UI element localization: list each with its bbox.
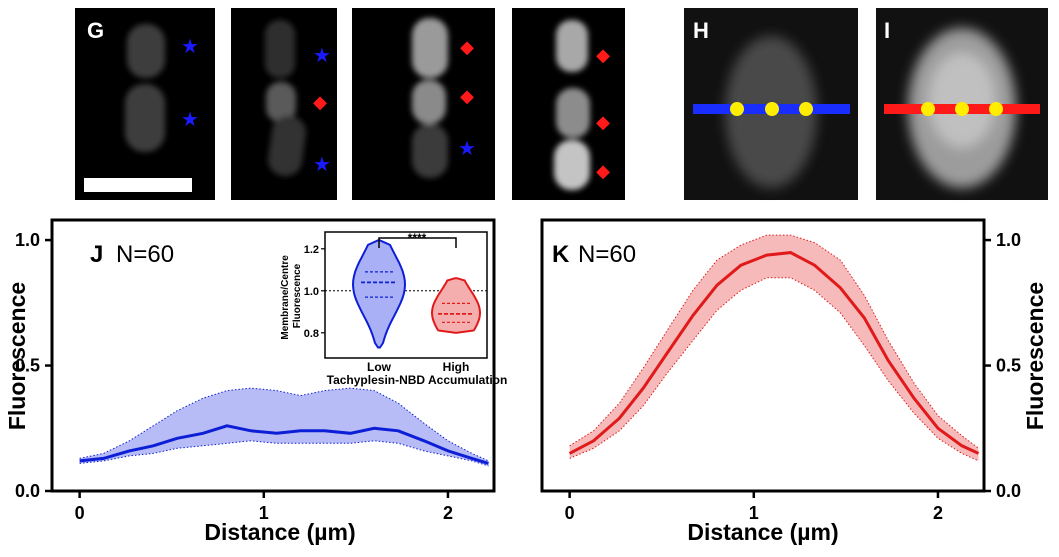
violin-xlabel: Tachyplesin-NBD Accumulation (327, 373, 508, 387)
chart-j-ticks: 0 1 2 0.0 0.5 1.0 (15, 230, 453, 523)
x-tick-label: 2 (933, 503, 943, 523)
diamond-marker: ◆ (596, 112, 610, 132)
micrograph-h: H (684, 8, 858, 200)
chart-k-xlabel: Distance (µm) (687, 519, 838, 545)
x-tick-label: 0 (75, 503, 85, 523)
sd-band (569, 235, 979, 461)
y-tick-label: 1.0 (996, 230, 1021, 250)
sd-upper-edge (569, 234, 979, 449)
chart-j-marks (79, 387, 489, 467)
chart-k-marks (568, 234, 980, 462)
profile-point (730, 102, 744, 116)
chart-j-xlabel: Distance (µm) (204, 519, 355, 545)
violin-frame (324, 231, 488, 359)
violin-ylabel-line2: Fluorescence (292, 263, 303, 328)
star-marker: ★ (458, 138, 476, 160)
mean-line (568, 251, 980, 455)
y-tick-label: 0.5 (15, 356, 40, 376)
diamond-marker: ◆ (596, 45, 610, 65)
profile-point (955, 102, 969, 116)
diamond-marker: ◆ (460, 37, 474, 57)
violin-category-low: Low (367, 360, 392, 374)
diamond-marker: ◆ (596, 161, 610, 181)
violin-inset: 0.8 1.0 1.2 **** Membrane/Centre Fluoresce… (280, 231, 507, 387)
profile-point (989, 102, 1003, 116)
star-marker: ★ (181, 109, 199, 131)
violin-category-high: High (443, 360, 470, 374)
panel-label-j: J (90, 241, 103, 268)
violin-y-tick-label: 0.8 (304, 328, 319, 340)
y-tick-label: 0.5 (996, 356, 1021, 376)
chart-j-annotation: N=60 (116, 241, 174, 268)
violin-ylabel-line1: Membrane/Centre (280, 255, 291, 340)
micrograph-3: ◆ ◆ ★ (352, 8, 495, 200)
micrograph-g: G ★ ★ (75, 8, 215, 200)
panel-label-i: I (884, 18, 890, 43)
x-tick-label: 0 (565, 503, 575, 523)
chart-j: 0 1 2 0.0 0.5 1.0 J N=60 Distance (µm) Fluore… (4, 218, 507, 545)
sd-band (79, 388, 489, 466)
diamond-marker: ◆ (313, 92, 327, 112)
significance-label: **** (408, 231, 427, 245)
y-tick-label: 1.0 (15, 230, 40, 250)
y-tick-label: 0.0 (15, 481, 40, 501)
micrograph-i: I (876, 8, 1048, 200)
chart-k: 0 1 2 0.0 0.5 1.0 K N=60 Distance (µm) Fluore… (540, 218, 1048, 545)
violin-high (430, 277, 482, 334)
panel-label-g: G (87, 18, 104, 43)
star-marker: ★ (181, 36, 199, 58)
star-marker: ★ (313, 154, 331, 176)
violin-low (351, 239, 407, 349)
violin-y-tick-label: 1.2 (304, 244, 319, 256)
chart-k-annotation: N=60 (578, 241, 636, 268)
sd-lower-edge (79, 440, 489, 467)
violin-y-tick-label: 1.0 (304, 286, 319, 298)
chart-j-frame (50, 218, 496, 493)
micrograph-2: ★ ◆ ★ (231, 8, 337, 200)
y-tick-label: 0.0 (996, 481, 1021, 501)
scale-bar (84, 178, 192, 192)
chart-k-ticks: 0 1 2 0.0 0.5 1.0 (565, 230, 1021, 523)
mean-line (79, 424, 489, 465)
violin-ticks: 0.8 1.0 1.2 (304, 244, 325, 340)
panel-label-h: H (693, 18, 709, 43)
star-marker: ★ (313, 45, 331, 67)
svg-text:Membrane/Centre Fluore: Membrane/Centre Fluorescence (280, 252, 303, 339)
x-tick-label: 1 (749, 503, 759, 523)
diamond-marker: ◆ (460, 86, 474, 106)
profile-point (799, 102, 813, 116)
x-tick-label: 1 (259, 503, 269, 523)
profile-point (921, 102, 935, 116)
chart-j-ylabel: Fluorescence (4, 282, 30, 430)
violin-marks (325, 239, 487, 349)
panel-label-k: K (552, 241, 570, 268)
chart-k-frame (540, 218, 986, 493)
sd-lower-edge (569, 277, 979, 462)
x-tick-label: 2 (443, 503, 453, 523)
micrograph-row: G ★ ★ ★ ◆ ★ ◆ ◆ ★ (75, 8, 1048, 200)
significance-bracket (378, 237, 457, 248)
chart-k-ylabel: Fluorescence (1022, 282, 1048, 430)
micrograph-4: ◆ ◆ ◆ (512, 8, 625, 200)
profile-point (765, 102, 779, 116)
